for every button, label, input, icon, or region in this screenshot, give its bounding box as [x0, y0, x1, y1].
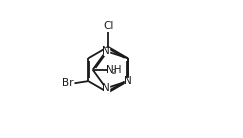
- Text: N: N: [102, 83, 110, 93]
- Text: Cl: Cl: [103, 21, 113, 31]
- Text: N: N: [102, 46, 110, 56]
- Text: NH: NH: [106, 65, 122, 75]
- Bar: [125, 78, 130, 85]
- Text: Br: Br: [62, 78, 74, 88]
- Bar: [104, 85, 109, 92]
- Text: 2: 2: [112, 69, 116, 75]
- Text: N: N: [124, 76, 132, 86]
- Bar: [104, 48, 109, 55]
